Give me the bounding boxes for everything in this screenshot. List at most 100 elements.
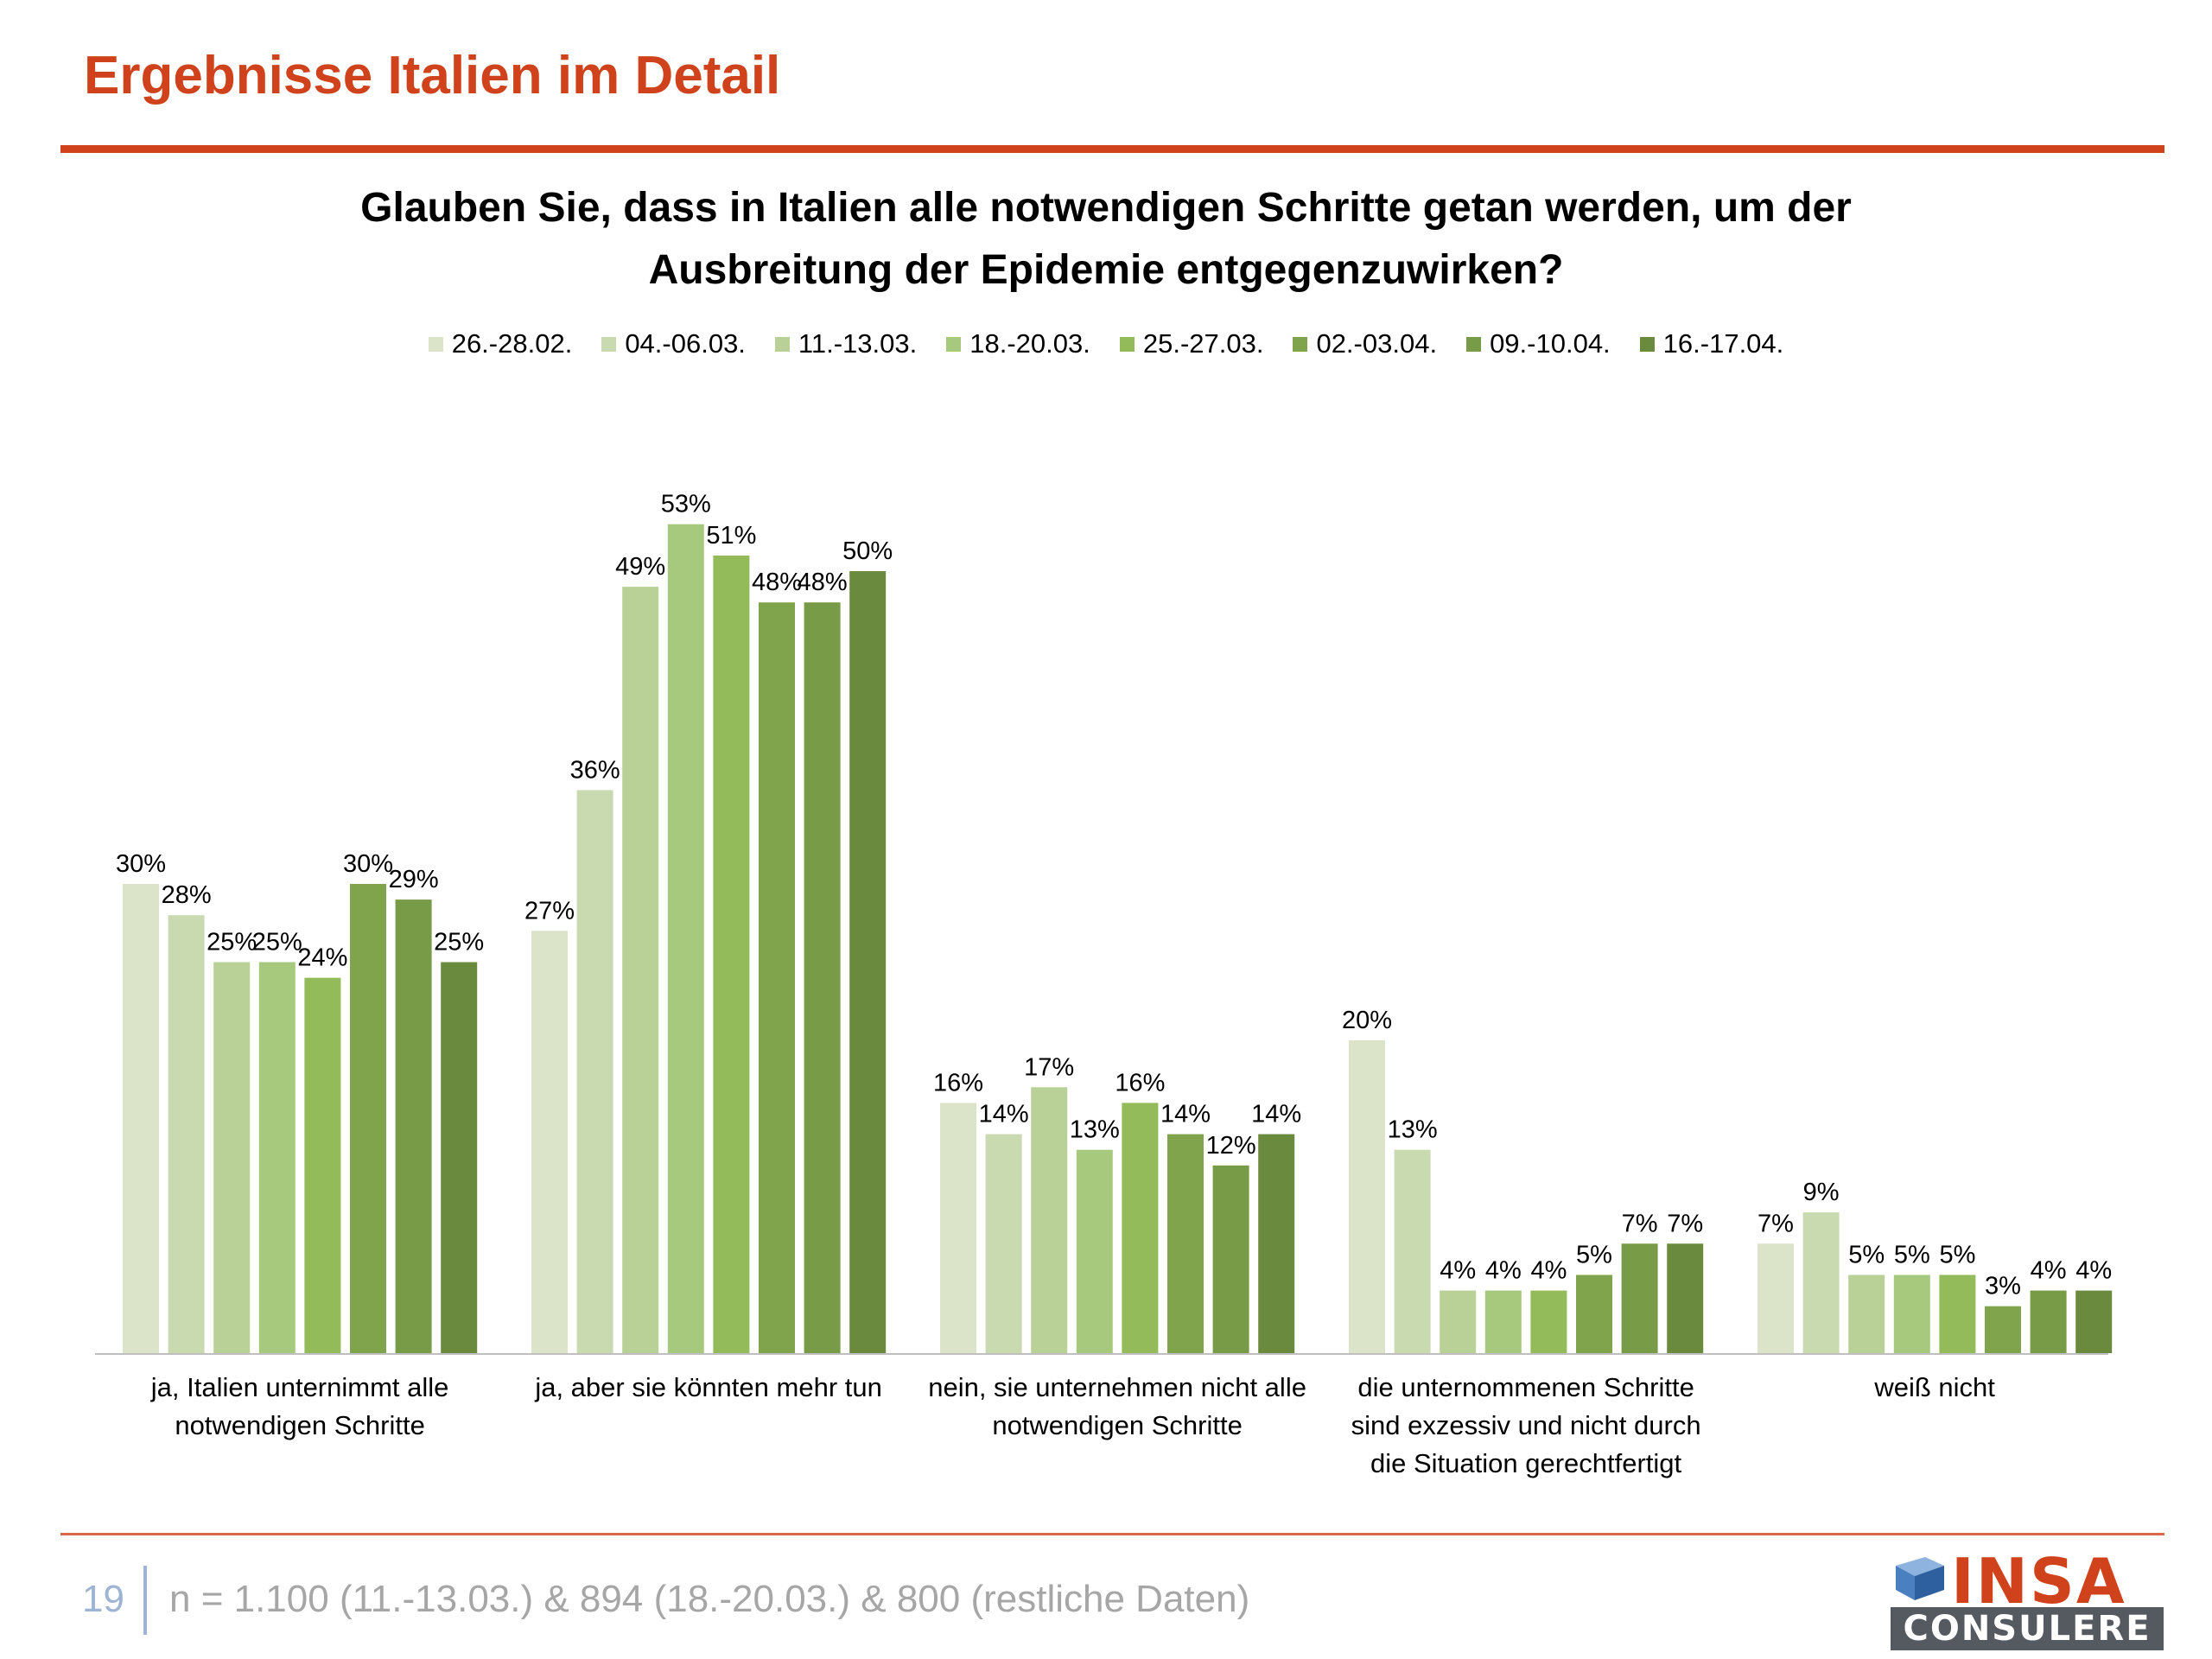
data-label: 25% [252,929,302,957]
data-label: 14% [1251,1101,1301,1128]
data-label: 4% [1485,1257,1522,1285]
legend-item: 02.-03.04. [1293,328,1437,359]
bar [667,524,704,1353]
bar [441,962,478,1353]
data-label: 16% [1115,1069,1165,1096]
page-number: 19 [82,1578,124,1620]
logo-text-consulere: CONSULERE [1891,1607,2164,1650]
bar [759,602,795,1353]
legend-swatch [1119,336,1135,352]
bar [1031,1087,1068,1353]
data-label: 48% [752,569,802,596]
legend-item: 18.-20.03. [946,328,1090,359]
legend-label: 09.-10.04. [1490,328,1611,359]
bar [622,587,659,1353]
bar [1621,1243,1658,1353]
data-label: 4% [1530,1257,1567,1285]
bar [1122,1103,1159,1353]
legend-item: 26.-28.02. [428,328,573,359]
legend-swatch [601,336,617,352]
data-label: 12% [1206,1132,1256,1160]
bar [985,1134,1022,1353]
sample-size-note: n = 1.100 (11.-13.03.) & 894 (18.-20.03.… [169,1578,1250,1620]
footer-rule [60,1533,2164,1535]
logo-cube-icon [1896,1557,1944,1600]
bar [531,931,568,1353]
data-label: 4% [1440,1257,1476,1285]
category-label: ja, aber sie könnten mehr tun [534,1372,882,1402]
category-label: notwendigen Schritte [992,1410,1243,1440]
bar [395,899,432,1353]
data-label: 5% [1848,1242,1885,1269]
category-label: die Situation gerechtfertigt [1370,1448,1682,1478]
data-label: 49% [615,553,665,581]
chart-title-line-2: Ausbreitung der Epidemie entgegenzuwirke… [648,247,1564,293]
data-label: 25% [434,929,484,957]
data-label: 16% [933,1069,983,1096]
bar [804,602,841,1353]
legend-item: 25.-27.03. [1119,328,1264,359]
category-label: nein, sie unternehmen nicht alle [928,1372,1306,1402]
bar [2075,1290,2113,1353]
bar [1394,1149,1431,1353]
data-label: 36% [570,756,620,784]
data-label: 9% [1803,1179,1840,1206]
category-label: ja, Italien unternimmt alle [150,1372,449,1402]
data-label: 27% [524,897,575,925]
bar [1440,1290,1477,1353]
bar [213,962,251,1353]
legend-swatch [774,336,790,352]
logo-text-insa: INSA [1951,1545,2126,1618]
legend-swatch [1639,336,1655,352]
legend-swatch [946,336,962,352]
legend-item: 04.-06.03. [601,328,746,359]
category-label: sind exzessiv und nicht durch [1351,1410,1701,1440]
legend-label: 18.-20.03. [969,328,1090,359]
bar [1893,1274,1930,1353]
bar [168,915,205,1353]
bar [1258,1134,1295,1353]
chart-title-line-1: Glauben Sie, dass in Italien alle notwen… [360,185,1852,231]
data-label: 13% [1388,1116,1438,1144]
legend-item: 16.-17.04. [1639,328,1784,359]
insa-consulere-logo: INSA CONSULERE [1891,1545,2167,1652]
data-label: 7% [1758,1210,1794,1237]
bar [1939,1274,1976,1353]
bar [940,1103,976,1353]
data-label: 13% [1070,1116,1120,1144]
bar [2030,1290,2067,1353]
data-label: 20% [1342,1007,1392,1034]
data-label: 50% [842,537,893,565]
legend-swatch [1293,336,1308,352]
data-label: 28% [162,881,212,909]
data-label: 4% [2031,1257,2067,1285]
bar [1212,1165,1249,1353]
bar [1530,1290,1567,1353]
legend-label: 25.-27.03. [1142,328,1264,359]
data-label: 5% [1576,1242,1612,1269]
legend-swatch [428,336,443,352]
legend-label: 04.-06.03. [625,328,746,359]
data-label: 17% [1024,1053,1074,1081]
bar [123,884,159,1353]
data-label: 24% [297,944,347,972]
category-label: weiß nicht [1873,1372,1995,1402]
bar [1985,1306,2021,1353]
title-rule [60,145,2164,153]
bar [1848,1274,1885,1353]
data-label: 53% [661,491,711,518]
data-label: 7% [1622,1210,1658,1237]
legend-label: 16.-17.04. [1662,328,1784,359]
data-label: 4% [2075,1257,2112,1285]
bar [1802,1212,1840,1353]
legend-swatch [1466,336,1482,352]
bar [1758,1243,1794,1353]
data-label: 30% [116,850,166,878]
data-label: 7% [1667,1210,1703,1237]
data-label: 29% [389,866,439,893]
legend-label: 26.-28.02. [451,328,573,359]
legend-label: 11.-13.03. [798,328,918,359]
data-label: 48% [798,569,848,596]
bar [258,962,296,1353]
